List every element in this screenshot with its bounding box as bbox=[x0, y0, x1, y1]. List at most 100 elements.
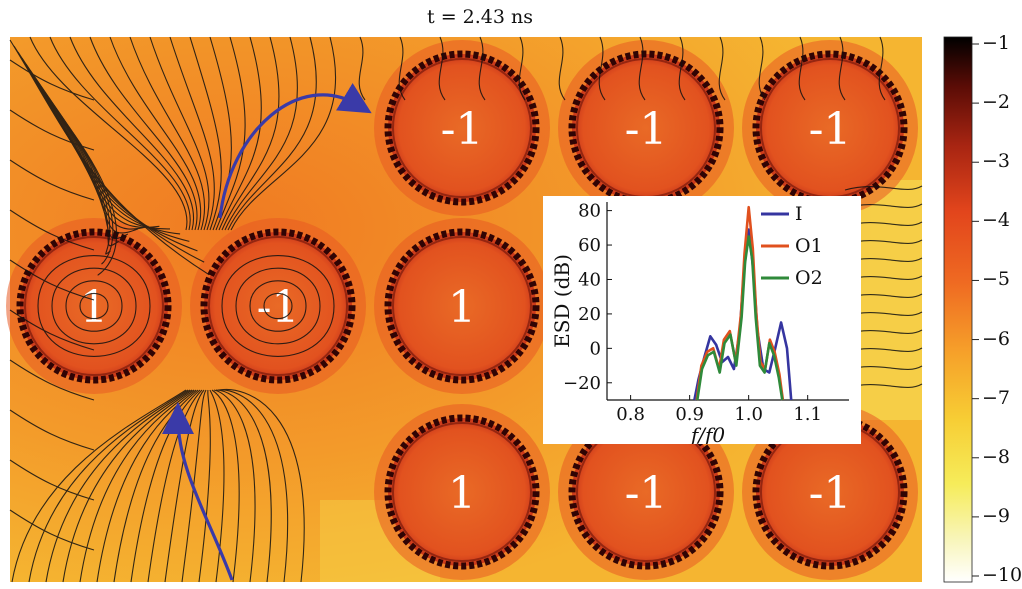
resonator-label: 1 bbox=[448, 282, 476, 333]
resonator: 1 bbox=[6, 218, 182, 394]
resonator-ring-inner bbox=[24, 236, 164, 376]
resonator: -1 bbox=[558, 404, 734, 580]
y-tick-label: 60 bbox=[578, 235, 601, 256]
colorbar bbox=[943, 36, 973, 583]
arrow-bottom bbox=[162, 402, 234, 581]
streamline bbox=[598, 36, 606, 101]
streamline bbox=[221, 255, 335, 357]
colorbar-tick-label: −6 bbox=[982, 327, 1011, 350]
streamline bbox=[798, 36, 806, 101]
streamline bbox=[189, 36, 222, 231]
streamline bbox=[758, 36, 766, 101]
streamline bbox=[181, 389, 207, 583]
x-tick-label: 0.9 bbox=[675, 404, 704, 425]
streamline bbox=[263, 292, 293, 320]
streamline bbox=[838, 36, 846, 101]
streamline bbox=[211, 389, 240, 583]
streamline bbox=[149, 36, 210, 231]
colorbar-tick-label: −8 bbox=[982, 445, 1011, 468]
streamline bbox=[169, 36, 215, 231]
streamline bbox=[57, 111, 114, 265]
streamline bbox=[9, 359, 95, 401]
streamline bbox=[9, 109, 95, 151]
streamline bbox=[198, 389, 211, 583]
streamline bbox=[164, 389, 205, 583]
streamline bbox=[638, 36, 646, 101]
streamline bbox=[209, 389, 225, 583]
resonator-ring bbox=[384, 50, 540, 206]
streamline bbox=[45, 93, 129, 240]
x-tick-label: 1.1 bbox=[793, 404, 822, 425]
streamline bbox=[65, 280, 123, 332]
streamline bbox=[230, 36, 337, 231]
colorbar-tick-label: −3 bbox=[982, 150, 1011, 173]
streamline bbox=[130, 389, 201, 583]
streamline bbox=[62, 389, 193, 583]
colorbar-tick-label: −10 bbox=[982, 564, 1022, 586]
streamline bbox=[518, 36, 526, 101]
resonator-label: -1 bbox=[625, 104, 668, 155]
streamline bbox=[9, 409, 95, 451]
resonator-core bbox=[572, 54, 720, 202]
y-tick-label: 20 bbox=[578, 304, 601, 325]
resonator-core bbox=[756, 418, 904, 566]
plot-title: t = 2.43 ns bbox=[427, 6, 533, 28]
streamline bbox=[89, 36, 198, 231]
streamline bbox=[129, 36, 206, 231]
streamline bbox=[478, 36, 486, 101]
y-tick-label: 40 bbox=[578, 269, 601, 290]
resonator-ring bbox=[16, 228, 172, 384]
streamline bbox=[96, 389, 197, 583]
streamline bbox=[9, 59, 95, 101]
x-tick-label: 1.0 bbox=[734, 404, 763, 425]
resonator: -1 bbox=[742, 40, 918, 216]
streamline bbox=[218, 36, 262, 231]
x-axis-label: f/f0 bbox=[689, 423, 726, 444]
resonator: -1 bbox=[558, 40, 734, 216]
streamline bbox=[878, 36, 886, 101]
resonator-core bbox=[204, 232, 352, 380]
resonator-ring bbox=[384, 228, 540, 384]
resonator-core bbox=[756, 54, 904, 202]
resonator-ring-inner bbox=[208, 236, 348, 376]
streamline bbox=[221, 36, 280, 231]
y-tick-label: 0 bbox=[590, 338, 601, 359]
resonator-ring-inner bbox=[392, 58, 532, 198]
resonator-core bbox=[388, 54, 536, 202]
spectrum-inset: 80 60 40 20 0 −20 0.8 0.9 1.0 1.1 ESD (dB) f/f0 I O1 O… bbox=[543, 196, 861, 447]
resonator-core bbox=[388, 418, 536, 566]
resonator-label: -1 bbox=[257, 282, 300, 333]
series-line-o2 bbox=[696, 235, 784, 401]
legend-label: I bbox=[795, 203, 803, 225]
streamline bbox=[718, 36, 726, 101]
streamline bbox=[224, 36, 299, 231]
y-axis-label: ESD (dB) bbox=[550, 254, 574, 348]
resonator-label: -1 bbox=[809, 104, 852, 155]
legend-label: O1 bbox=[795, 235, 823, 257]
colorbar-tick-label: −9 bbox=[982, 504, 1011, 527]
streamline bbox=[398, 36, 406, 101]
streamline bbox=[9, 309, 95, 351]
resonator-ring bbox=[384, 414, 540, 570]
resonator-label: 1 bbox=[448, 468, 476, 519]
streamline bbox=[109, 36, 202, 231]
y-tick-label: 80 bbox=[578, 201, 601, 222]
streamline bbox=[49, 36, 191, 231]
streamline bbox=[37, 255, 151, 357]
streamline bbox=[113, 389, 199, 583]
streamline bbox=[213, 389, 256, 583]
colorbar-tick-label: −2 bbox=[982, 91, 1011, 114]
streamline bbox=[9, 509, 95, 551]
resonator-label: 1 bbox=[80, 282, 108, 333]
y-tick-label: −20 bbox=[563, 373, 601, 394]
resonator-core bbox=[388, 232, 536, 380]
arrow-top bbox=[218, 83, 372, 219]
legend-label: O2 bbox=[795, 267, 823, 289]
streamline bbox=[69, 36, 195, 231]
colorbar-tick-label: −5 bbox=[982, 268, 1011, 291]
streamline bbox=[9, 209, 95, 251]
colorbar-tick-label: −1 bbox=[982, 32, 1011, 54]
colorbar-tick-label: −4 bbox=[982, 209, 1011, 232]
streamline bbox=[29, 36, 188, 231]
resonator-core bbox=[20, 232, 168, 380]
